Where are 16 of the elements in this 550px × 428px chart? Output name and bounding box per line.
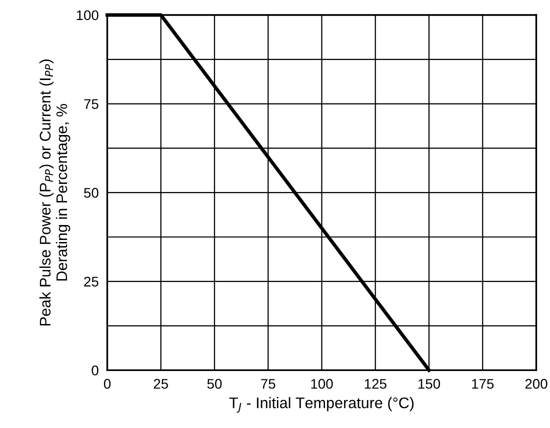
x-tick-label: 100 (311, 378, 333, 389)
x-tick-label: 150 (418, 378, 440, 389)
x-tick-label: 0 (104, 378, 111, 389)
y-tick-label: 50 (84, 188, 98, 198)
y-tick-label: 25 (84, 276, 98, 287)
text: Peak Pulse Power (P$_{PP}$) or Current (I$_{PP}$) Derating in Percentage, % (39, 60, 70, 326)
y-tick-label: 75 (84, 99, 98, 109)
x-tick-label: 200 (525, 378, 548, 389)
x-tick-label: 125 (364, 378, 386, 389)
x-tick-label: 25 (154, 378, 168, 389)
x-tick-label: 75 (261, 379, 276, 389)
x-tick-label: 175 (472, 379, 494, 389)
x-tick-label: 50 (207, 378, 222, 389)
y-tick-label: 0 (92, 366, 98, 376)
x-axis-title: T$_{J}$ - Initial Temperature (°C) (229, 397, 414, 413)
y-tick-label: 100 (76, 10, 98, 20)
